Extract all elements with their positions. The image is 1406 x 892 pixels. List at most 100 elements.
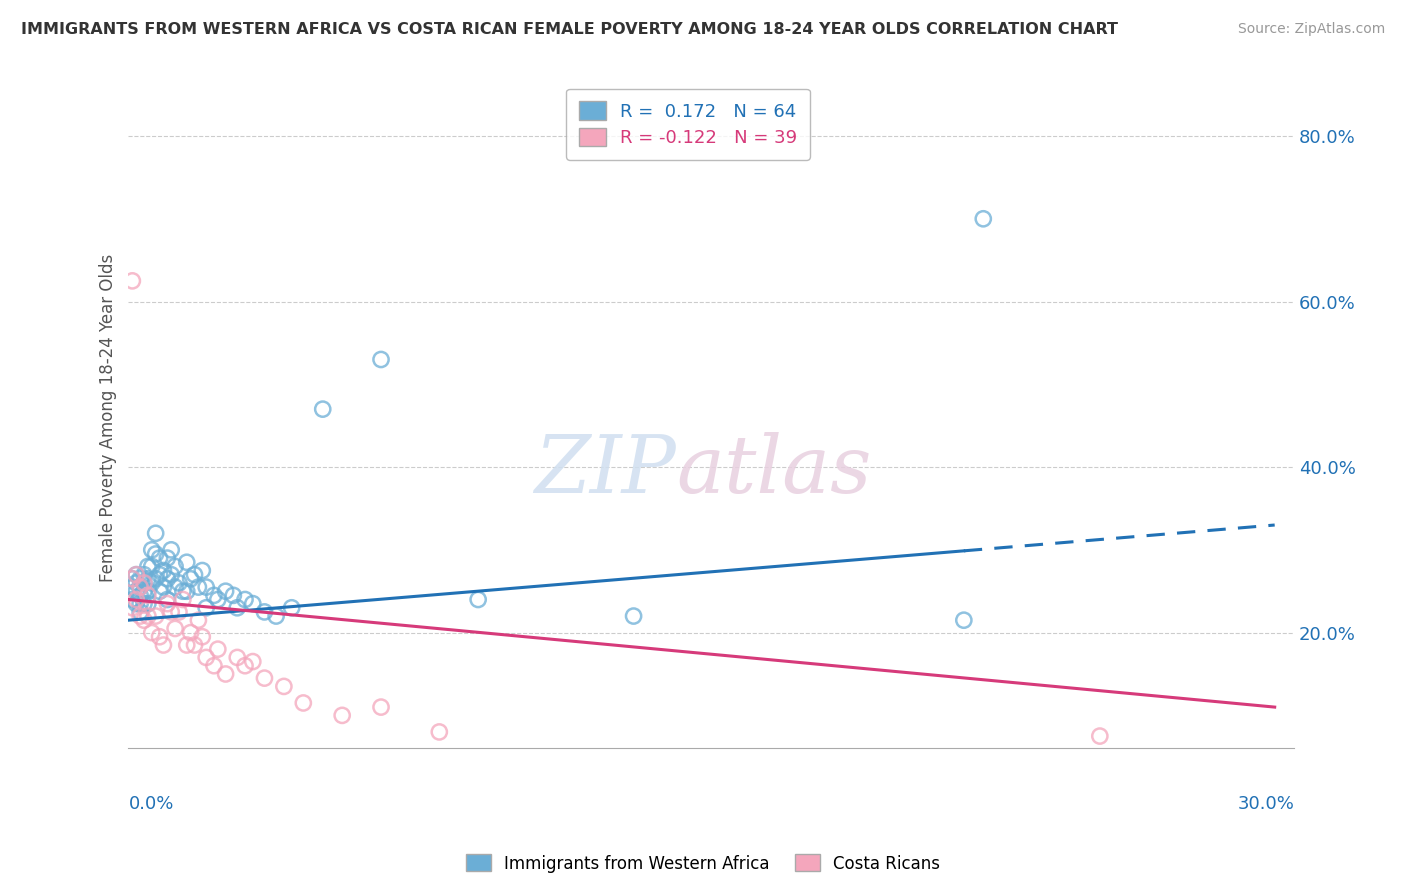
Point — [191, 564, 214, 578]
Point — [623, 609, 645, 624]
Point — [121, 600, 143, 615]
Point — [141, 559, 163, 574]
Text: IMMIGRANTS FROM WESTERN AFRICA VS COSTA RICAN FEMALE POVERTY AMONG 18-24 YEAR OL: IMMIGRANTS FROM WESTERN AFRICA VS COSTA … — [21, 22, 1118, 37]
Point — [160, 605, 183, 619]
Point — [226, 600, 249, 615]
Point — [191, 630, 214, 644]
Point — [156, 551, 179, 566]
Point — [233, 658, 256, 673]
Point — [132, 597, 155, 611]
Point — [129, 572, 152, 586]
Point — [330, 708, 353, 723]
Y-axis label: Female Poverty Among 18-24 Year Olds: Female Poverty Among 18-24 Year Olds — [100, 253, 117, 582]
Point — [148, 584, 170, 599]
Point — [152, 564, 174, 578]
Point — [125, 597, 148, 611]
Point — [292, 696, 315, 710]
Point — [121, 572, 143, 586]
Point — [273, 680, 295, 694]
Point — [145, 609, 167, 624]
Point — [160, 567, 183, 582]
Point — [187, 613, 209, 627]
Legend: Immigrants from Western Africa, Costa Ricans: Immigrants from Western Africa, Costa Ri… — [460, 847, 946, 880]
Point — [136, 588, 159, 602]
Point — [253, 671, 276, 685]
Point — [222, 588, 245, 602]
Point — [312, 402, 335, 417]
Point — [136, 597, 159, 611]
Point — [165, 580, 187, 594]
Point — [125, 567, 148, 582]
Point — [129, 597, 152, 611]
Point — [156, 572, 179, 586]
Point — [202, 588, 225, 602]
Point — [121, 592, 143, 607]
Point — [165, 622, 187, 636]
Point — [187, 580, 209, 594]
Point — [136, 559, 159, 574]
Point — [129, 609, 152, 624]
Point — [467, 592, 489, 607]
Point — [141, 542, 163, 557]
Point — [152, 580, 174, 594]
Text: atlas: atlas — [676, 432, 872, 509]
Point — [148, 567, 170, 582]
Point — [148, 551, 170, 566]
Point — [180, 572, 202, 586]
Point — [176, 555, 198, 569]
Point — [195, 650, 218, 665]
Point — [180, 625, 202, 640]
Point — [145, 526, 167, 541]
Point — [121, 580, 143, 594]
Point — [195, 580, 218, 594]
Point — [172, 592, 194, 607]
Point — [125, 567, 148, 582]
Point — [233, 592, 256, 607]
Point — [953, 613, 976, 627]
Point — [972, 211, 994, 226]
Point — [156, 592, 179, 607]
Point — [121, 274, 143, 288]
Point — [214, 667, 236, 681]
Point — [132, 576, 155, 591]
Point — [427, 725, 450, 739]
Point — [370, 352, 392, 367]
Point — [145, 572, 167, 586]
Point — [129, 605, 152, 619]
Text: 0.0%: 0.0% — [128, 795, 174, 813]
Text: ZIP: ZIP — [534, 432, 676, 509]
Point — [167, 605, 190, 619]
Point — [176, 584, 198, 599]
Point — [129, 588, 152, 602]
Point — [1088, 729, 1111, 743]
Point — [148, 630, 170, 644]
Point — [132, 567, 155, 582]
Point — [264, 609, 287, 624]
Point — [136, 609, 159, 624]
Point — [183, 638, 205, 652]
Text: 30.0%: 30.0% — [1237, 795, 1294, 813]
Point — [125, 592, 148, 607]
Point — [132, 576, 155, 591]
Point — [145, 547, 167, 561]
Point — [207, 642, 229, 657]
Point — [136, 584, 159, 599]
Point — [160, 542, 183, 557]
Point — [370, 700, 392, 714]
Point — [253, 605, 276, 619]
Point — [202, 658, 225, 673]
Point — [132, 613, 155, 627]
Point — [226, 650, 249, 665]
Point — [136, 572, 159, 586]
Point — [129, 580, 152, 594]
Legend: R =  0.172   N = 64, R = -0.122   N = 39: R = 0.172 N = 64, R = -0.122 N = 39 — [567, 89, 810, 160]
Point — [242, 655, 264, 669]
Point — [167, 576, 190, 591]
Point — [207, 592, 229, 607]
Point — [129, 580, 152, 594]
Text: Source: ZipAtlas.com: Source: ZipAtlas.com — [1237, 22, 1385, 37]
Point — [172, 584, 194, 599]
Point — [141, 576, 163, 591]
Point — [280, 600, 302, 615]
Point — [176, 638, 198, 652]
